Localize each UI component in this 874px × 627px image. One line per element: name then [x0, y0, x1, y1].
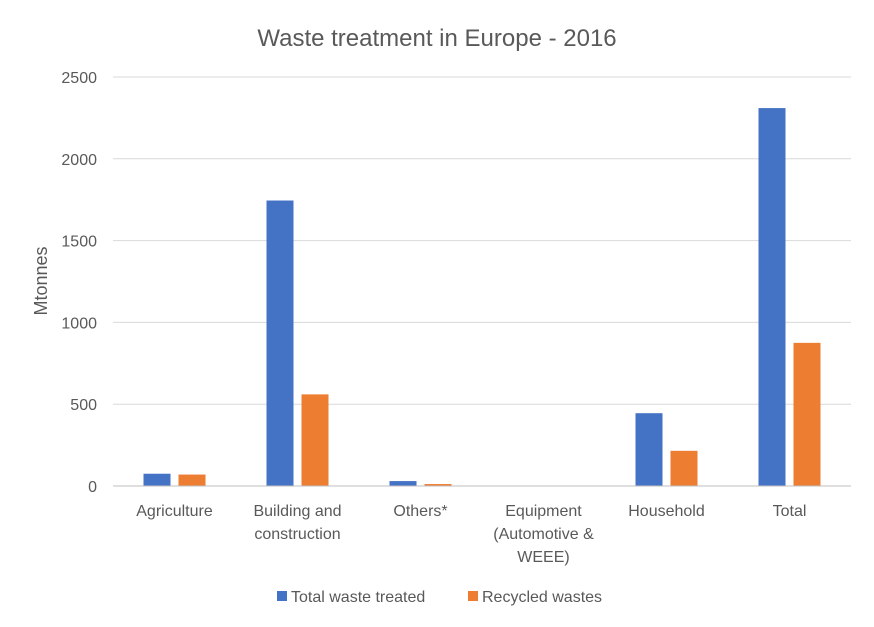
legend: Total waste treated Recycled wastes	[277, 589, 602, 606]
y-tick-label: 1000	[61, 315, 97, 332]
x-category-label: Equipment	[505, 503, 582, 520]
y-axis-ticks: 0 500 1000 1500 2000 2500	[61, 70, 97, 496]
bar-recycled-wastes	[424, 484, 452, 486]
bar-total-waste-treated	[635, 413, 663, 486]
x-category-label: WEEE)	[517, 549, 569, 566]
bar-total-waste-treated	[266, 200, 294, 486]
x-category-label: construction	[254, 526, 340, 543]
y-tick-label: 1500	[61, 234, 97, 251]
legend-swatch	[468, 591, 478, 601]
bars	[143, 108, 821, 487]
bar-recycled-wastes	[178, 474, 206, 486]
bar-total-waste-treated	[143, 473, 171, 486]
x-category-label: (Automotive &	[493, 526, 594, 543]
chart-title: Waste treatment in Europe - 2016	[257, 25, 616, 52]
x-category-label: Building and	[253, 503, 341, 520]
x-category-label: Agriculture	[136, 503, 213, 520]
y-axis-label: Mtonnes	[31, 246, 51, 315]
gridlines	[113, 76, 851, 405]
legend-label: Recycled wastes	[482, 589, 602, 606]
bar-total-waste-treated	[758, 108, 786, 487]
bar-recycled-wastes	[670, 450, 698, 486]
y-tick-label: 0	[88, 479, 97, 496]
legend-swatch	[277, 591, 287, 601]
bar-recycled-wastes	[793, 342, 821, 486]
y-tick-label: 2500	[61, 70, 97, 87]
x-category-label: Others*	[393, 503, 447, 520]
y-tick-label: 500	[70, 397, 97, 414]
y-tick-label: 2000	[61, 152, 97, 169]
x-axis-categories: Agriculture Building and construction Other…	[136, 503, 806, 566]
x-category-label: Total	[773, 503, 807, 520]
bar-total-waste-treated	[389, 481, 417, 486]
x-category-label: Household	[628, 503, 705, 520]
bar-recycled-wastes	[301, 394, 329, 486]
legend-label: Total waste treated	[291, 589, 425, 606]
